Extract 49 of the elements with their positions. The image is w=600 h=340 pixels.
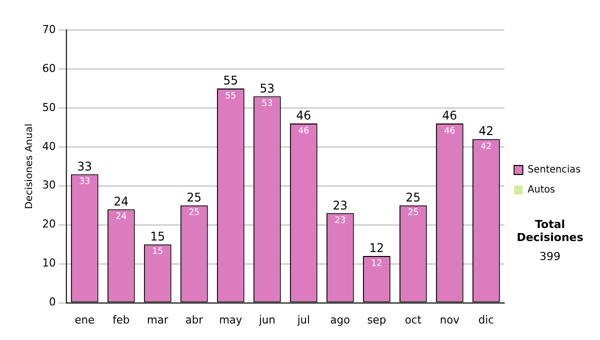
total-label: 15	[150, 229, 166, 244]
data-label: 42	[480, 142, 492, 152]
x-tick-label: nov	[440, 313, 460, 326]
data-label: 53	[262, 98, 273, 110]
y-axis-title: Decisiones Anual	[24, 124, 36, 210]
data-label: 25	[408, 208, 419, 218]
data-label: 33	[79, 176, 90, 188]
y-tick-label: 40	[42, 140, 56, 153]
total-label: 23	[332, 198, 348, 212]
y-tick-label: 0	[49, 295, 56, 309]
total-label: 42	[478, 124, 494, 138]
total-label: 33	[77, 159, 92, 174]
legend-label: Autos	[528, 184, 556, 196]
total-label: 24	[114, 194, 129, 208]
y-tick-label: 50	[42, 100, 56, 114]
data-label: 55	[225, 91, 236, 102]
text: Total Decisiones	[516, 218, 584, 244]
x-tick-label: jun	[258, 313, 276, 326]
x-tick-label: may	[219, 313, 243, 326]
x-tick-label: feb	[112, 313, 130, 326]
x-tick-label: sep	[367, 313, 386, 326]
data-label: 46	[298, 126, 310, 136]
y-tick-label: 60	[42, 62, 56, 75]
y-tick-label: 20	[42, 218, 56, 231]
x-tick-label: jul	[296, 313, 310, 326]
total-label: 25	[406, 190, 421, 205]
x-tick-label: mar	[147, 313, 169, 326]
x-tick-label: abr	[185, 313, 204, 326]
total-label: 12	[369, 240, 384, 256]
data-label: 12	[371, 258, 382, 269]
data-label: 15	[152, 247, 164, 258]
total-label: 55	[223, 73, 238, 88]
data-label: 25	[188, 208, 200, 218]
y-tick-label: 30	[42, 178, 56, 192]
total-label: 46	[296, 108, 312, 123]
legend-label: Sentencias	[528, 164, 581, 176]
text: 399	[538, 250, 562, 263]
x-tick-label: oct	[404, 313, 422, 326]
total-label: 25	[186, 190, 202, 205]
y-tick-label: 10	[42, 256, 56, 270]
total-label: 46	[442, 108, 458, 123]
data-label: 46	[444, 126, 456, 136]
total-label: 53	[260, 81, 275, 96]
data-label: 24	[116, 212, 128, 222]
x-tick-label: dic	[478, 313, 494, 326]
x-tick-label: ene	[74, 313, 95, 326]
x-tick-label: ago	[330, 313, 350, 326]
y-tick-label: 70	[42, 22, 56, 36]
data-label: 23	[334, 216, 346, 226]
